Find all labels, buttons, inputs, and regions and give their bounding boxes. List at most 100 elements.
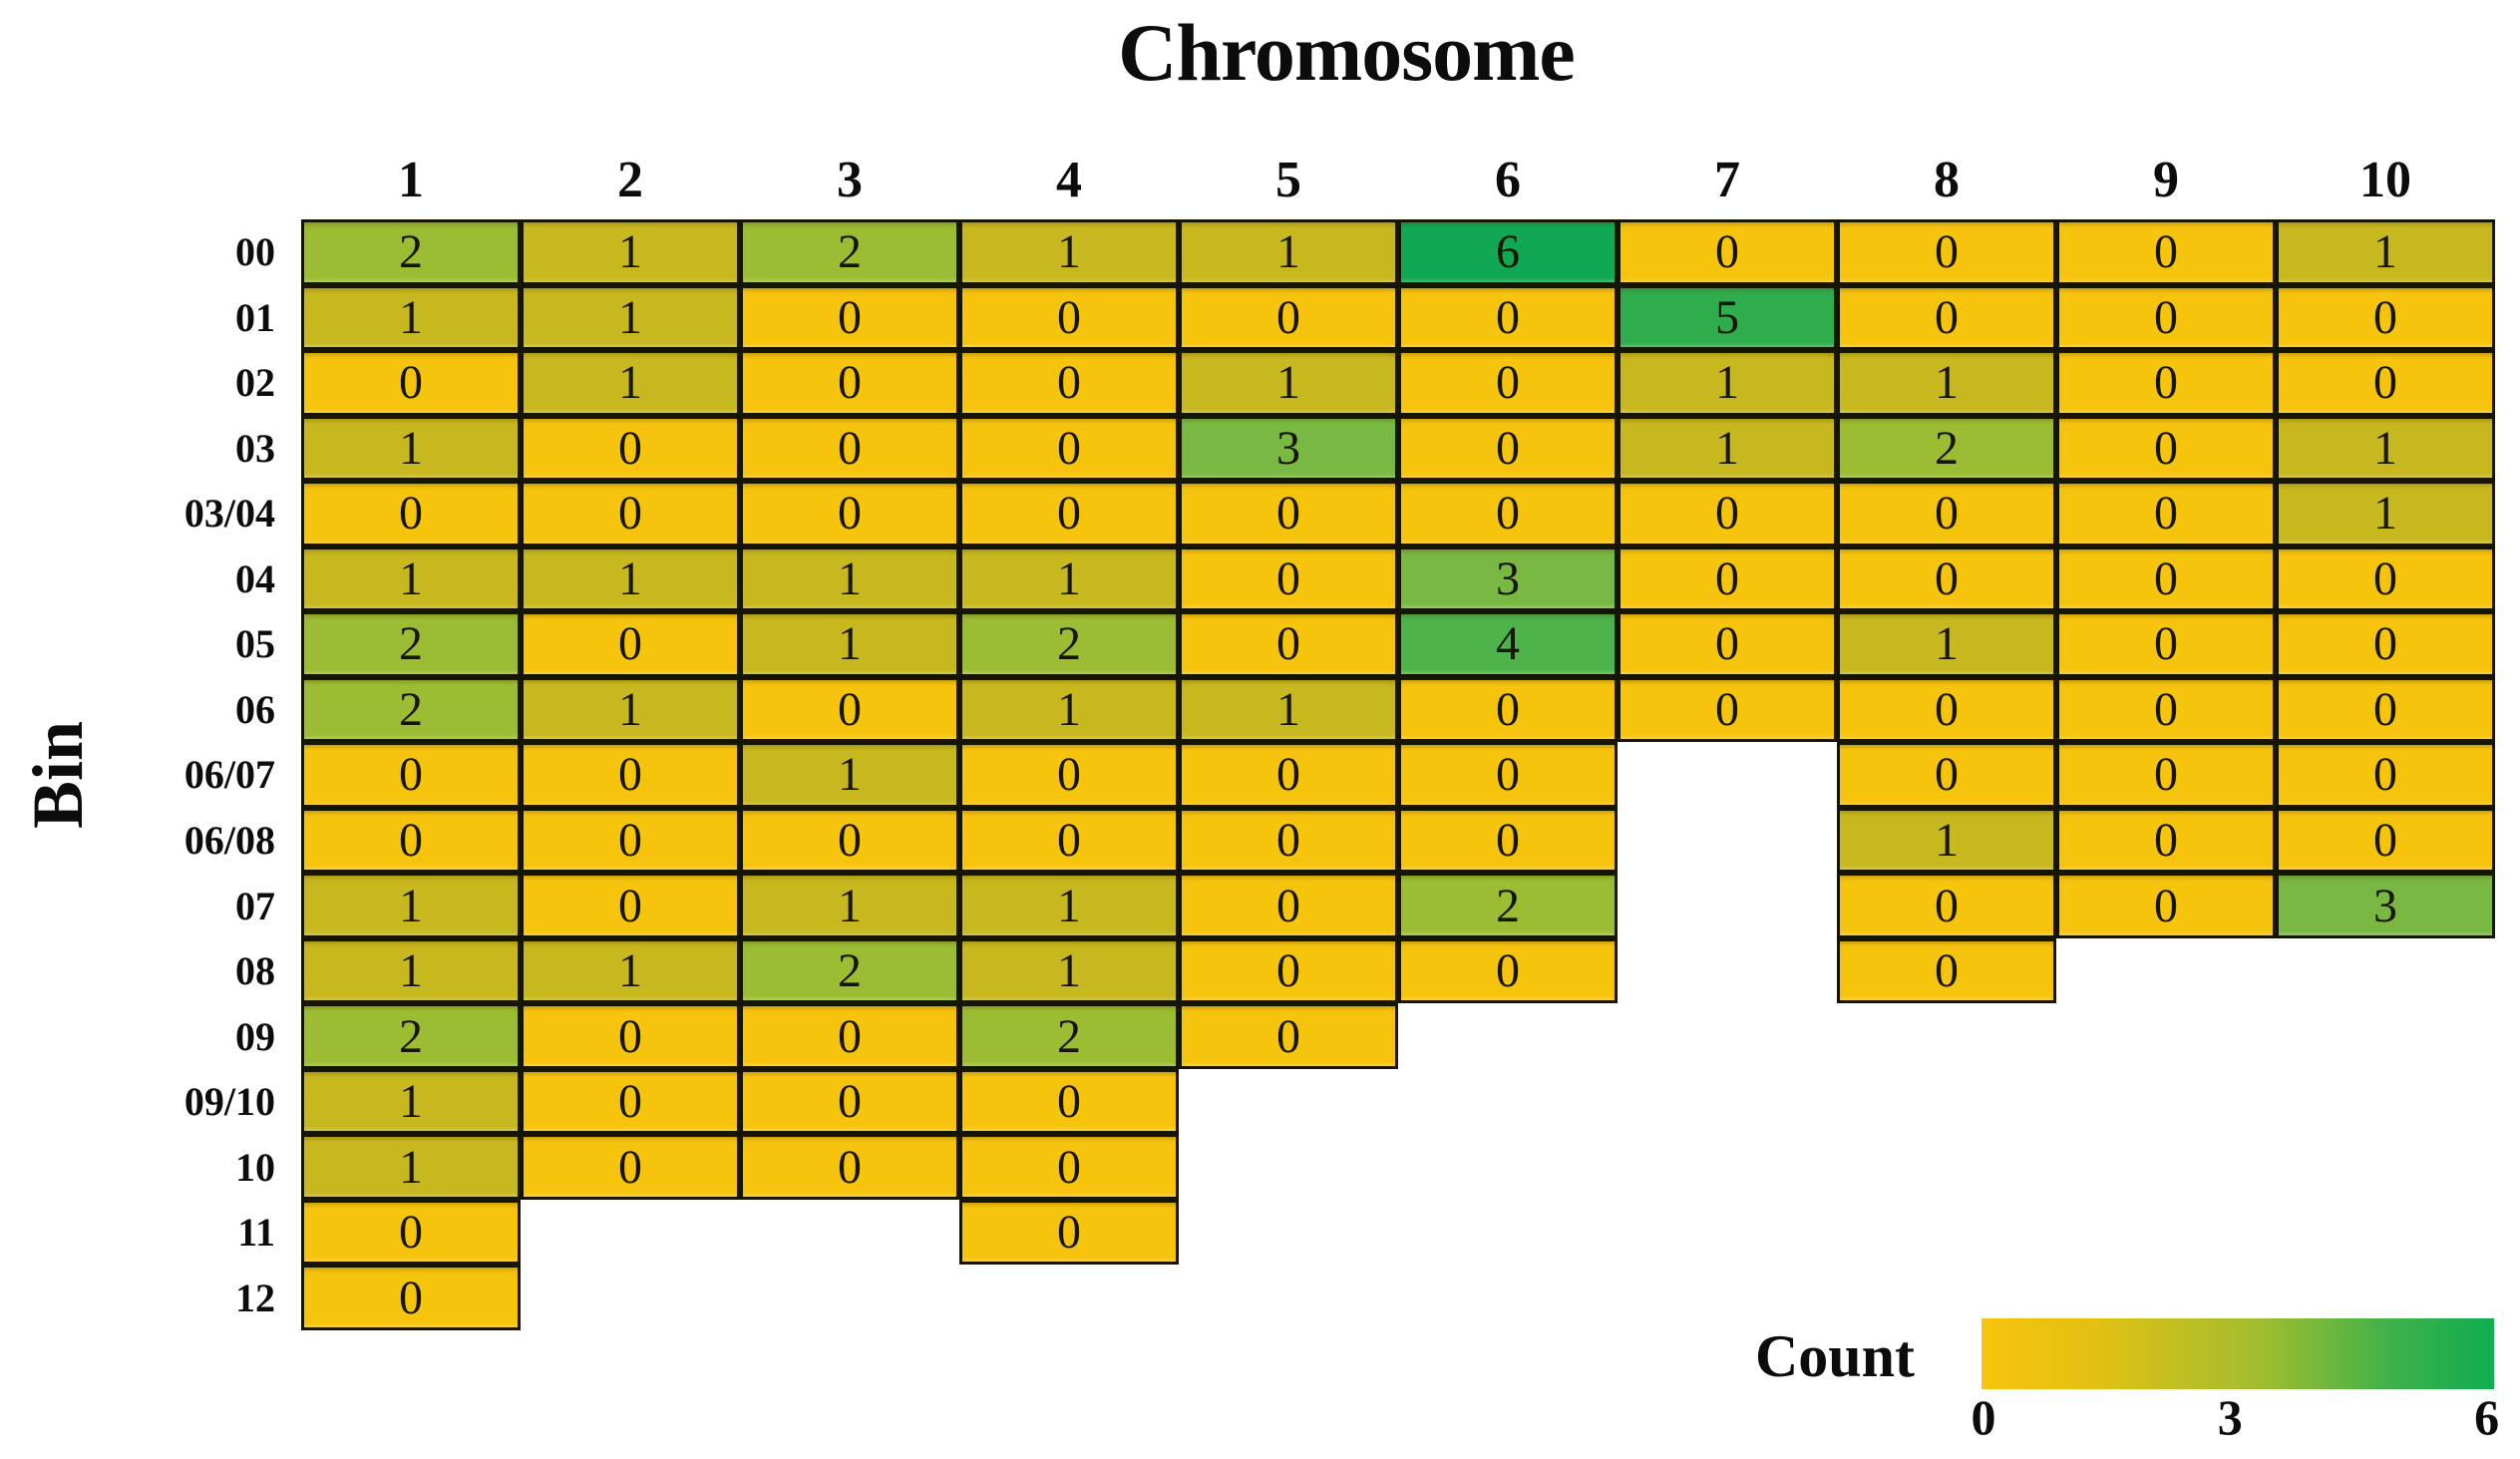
- row-label-09: 09: [235, 1013, 275, 1059]
- column-headers: 1 2 3 4 5 6 7 8 9 10: [301, 148, 2495, 213]
- heatmap-cell-empty: [1179, 1134, 1398, 1200]
- heatmap-cell-bin02-chr7: 1: [1618, 350, 1837, 416]
- heatmap-cell-bin06-07-chr5: 0: [1179, 742, 1398, 808]
- legend-tick-6: 6: [2474, 1389, 2500, 1445]
- heatmap-cell-empty: [2056, 1200, 2276, 1266]
- heatmap-cell-empty: [2276, 938, 2495, 1004]
- row-label-03: 03: [235, 425, 275, 471]
- legend-tick-0: 0: [1971, 1389, 1996, 1445]
- heatmap-cell-bin02-chr8: 1: [1837, 350, 2056, 416]
- heatmap-cell-bin11-chr1: 0: [301, 1199, 521, 1266]
- heatmap-cell-empty: [1398, 1069, 1618, 1135]
- heatmap-cell-bin03-chr8: 2: [1837, 415, 2056, 482]
- heatmap-cell-bin03-chr9: 0: [2056, 415, 2276, 482]
- heatmap-cell-empty: [959, 1265, 1179, 1330]
- row-label-00: 00: [235, 229, 275, 275]
- heatmap-cell-bin03-04-chr10: 1: [2276, 481, 2495, 547]
- heatmap-cell-empty: [2276, 1069, 2495, 1135]
- heatmap-cell-bin09-chr4: 2: [959, 1003, 1179, 1069]
- heatmap-cell-bin01-chr5: 0: [1179, 284, 1398, 351]
- heatmap-cell-bin03-04-chr3: 0: [740, 481, 959, 547]
- heatmap-cell-bin05-chr10: 0: [2276, 611, 2495, 677]
- heatmap-cell-empty: [740, 1265, 959, 1330]
- heatmap-cell-bin03-04-chr8: 0: [1837, 481, 2056, 547]
- heatmap-cell-bin06-08-chr4: 0: [959, 807, 1179, 874]
- heatmap-cell-bin01-chr10: 0: [2276, 284, 2495, 351]
- row-label-03-04: 03/04: [183, 491, 275, 537]
- heatmap-cell-bin09-10-chr4: 0: [959, 1068, 1179, 1135]
- heatmap-cell-bin06-chr4: 1: [959, 676, 1179, 743]
- heatmap-cell-bin06-08-chr6: 0: [1398, 807, 1618, 874]
- heatmap-cell-bin00-chr5: 1: [1179, 219, 1398, 285]
- heatmap-cell-bin03-chr6: 0: [1398, 415, 1618, 482]
- heatmap-cell-bin00-chr4: 1: [959, 219, 1179, 285]
- heatmap-cell-bin04-chr2: 1: [521, 546, 740, 612]
- heatmap-cell-bin04-chr3: 1: [740, 546, 959, 612]
- heatmap-cell-empty: [521, 1200, 740, 1266]
- heatmap-cell-bin02-chr2: 1: [521, 350, 740, 416]
- heatmap-cell-bin06-08-chr10: 0: [2276, 807, 2495, 874]
- heatmap-cell-bin09-10-chr2: 0: [521, 1068, 740, 1135]
- heatmap-cell-bin00-chr2: 1: [521, 219, 740, 285]
- row-label-07: 07: [235, 883, 275, 928]
- heatmap-cell-bin00-chr3: 2: [740, 219, 959, 285]
- column-header-9: 9: [2153, 152, 2179, 208]
- heatmap-cell-bin03-04-chr2: 0: [521, 481, 740, 547]
- column-header-5: 5: [1275, 152, 1301, 208]
- heatmap-cell-bin00-chr10: 1: [2276, 219, 2495, 285]
- heatmap-cell-bin11-chr4: 0: [959, 1199, 1179, 1266]
- heatmap-cell-bin03-chr5: 3: [1179, 415, 1398, 482]
- heatmap-cell-bin05-chr1: 2: [301, 611, 521, 677]
- heatmap-cell-bin00-chr8: 0: [1837, 219, 2056, 285]
- heatmap-cell-empty: [2056, 1069, 2276, 1135]
- heatmap-cell-empty: [1179, 1265, 1398, 1330]
- heatmap-cell-bin09-chr3: 0: [740, 1003, 959, 1069]
- heatmap-cell-bin02-chr3: 0: [740, 350, 959, 416]
- heatmap-cell-bin01-chr8: 0: [1837, 284, 2056, 351]
- heatmap-cell-bin04-chr8: 0: [1837, 546, 2056, 612]
- heatmap-cell-bin06-08-chr8: 1: [1837, 807, 2056, 874]
- heatmap-cell-empty: [1179, 1200, 1398, 1266]
- heatmap-cell-bin04-chr5: 0: [1179, 546, 1398, 612]
- heatmap-cell-bin06-08-chr9: 0: [2056, 807, 2276, 874]
- heatmap-cell-bin00-chr9: 0: [2056, 219, 2276, 285]
- heatmap-cell-bin06-chr1: 2: [301, 676, 521, 743]
- heatmap-cell-bin04-chr7: 0: [1618, 546, 1837, 612]
- heatmap-cell-bin01-chr1: 1: [301, 284, 521, 351]
- heatmap-cell-bin12-chr1: 0: [301, 1265, 521, 1330]
- heatmap-cell-bin08-chr3: 2: [740, 937, 959, 1004]
- heatmap-cell-bin00-chr6: 6: [1398, 219, 1618, 285]
- heatmap-cell-bin06-chr10: 0: [2276, 676, 2495, 743]
- heatmap-cell-bin09-chr5: 0: [1179, 1003, 1398, 1069]
- heatmap-cell-bin06-07-chr10: 0: [2276, 742, 2495, 808]
- heatmap-cell-bin03-chr2: 0: [521, 415, 740, 482]
- row-label-09-10: 09/10: [183, 1079, 275, 1125]
- heatmap-cell-empty: [1618, 1265, 1837, 1330]
- column-header-6: 6: [1495, 152, 1521, 208]
- heatmap-cell-bin03-chr10: 1: [2276, 415, 2495, 482]
- heatmap-cell-bin09-10-chr1: 1: [301, 1068, 521, 1135]
- heatmap-cell-empty: [1618, 1003, 1837, 1069]
- heatmap-cell-empty: [2276, 1134, 2495, 1200]
- heatmap-cell-empty: [1618, 1200, 1837, 1266]
- heatmap-cell-bin03-chr1: 1: [301, 415, 521, 482]
- heatmap-cell-bin05-chr6: 4: [1398, 611, 1618, 677]
- heatmap-cell-bin01-chr3: 0: [740, 284, 959, 351]
- heatmap-cell-bin06-chr5: 1: [1179, 676, 1398, 743]
- heatmap-cell-bin04-chr4: 1: [959, 546, 1179, 612]
- legend-gradient-bar: [1981, 1318, 2494, 1389]
- column-header-3: 3: [837, 152, 863, 208]
- heatmap-cell-bin09-chr1: 2: [301, 1003, 521, 1069]
- heatmap-cell-empty: [1618, 1069, 1837, 1135]
- heatmap-cell-bin06-07-chr1: 0: [301, 742, 521, 808]
- heatmap-cell-bin03-chr7: 1: [1618, 415, 1837, 482]
- heatmap-cell-empty: [1398, 1200, 1618, 1266]
- heatmap-cell-empty: [1618, 1134, 1837, 1200]
- heatmap-cell-bin06-chr9: 0: [2056, 676, 2276, 743]
- heatmap-cell-bin03-chr4: 0: [959, 415, 1179, 482]
- heatmap-cell-empty: [1398, 1134, 1618, 1200]
- heatmap-cell-bin05-chr5: 0: [1179, 611, 1398, 677]
- column-header-2: 2: [617, 152, 643, 208]
- heatmap-cell-bin09-chr2: 0: [521, 1003, 740, 1069]
